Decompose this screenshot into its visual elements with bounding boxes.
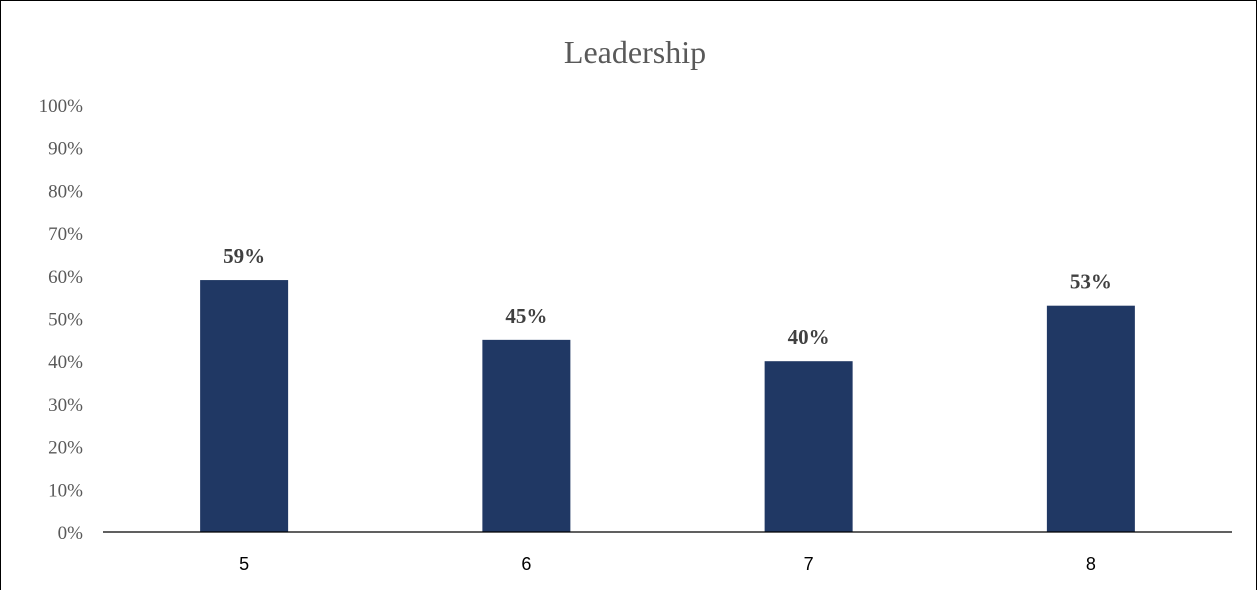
data-labels: 59% 45% 40% 53% bbox=[223, 244, 1112, 349]
x-tick-label: 7 bbox=[804, 554, 814, 574]
x-tick-label: 6 bbox=[521, 554, 531, 574]
bars bbox=[200, 280, 1135, 532]
y-tick-label: 10% bbox=[48, 480, 83, 501]
y-tick-label: 20% bbox=[48, 438, 83, 459]
x-axis: 5 6 7 8 bbox=[103, 531, 1232, 574]
data-label: 45% bbox=[505, 304, 547, 328]
x-tick-label: 8 bbox=[1086, 554, 1096, 574]
y-tick-label: 50% bbox=[48, 310, 83, 331]
y-tick-label: 30% bbox=[48, 395, 83, 416]
y-tick-label: 0% bbox=[58, 523, 84, 544]
x-tick-label: 5 bbox=[239, 554, 249, 574]
bar bbox=[1046, 305, 1135, 532]
bar bbox=[764, 361, 853, 532]
data-label: 53% bbox=[1070, 270, 1112, 294]
y-tick-label: 40% bbox=[48, 352, 83, 373]
chart-title: Leadership bbox=[564, 34, 706, 70]
y-tick-label: 100% bbox=[39, 96, 84, 117]
y-tick-label: 90% bbox=[48, 139, 83, 160]
y-axis: 0% 10% 20% 30% 40% 50% 60% 70% 80% 90% 100% bbox=[39, 96, 84, 544]
y-tick-label: 60% bbox=[48, 267, 83, 288]
y-tick-label: 80% bbox=[48, 181, 83, 202]
data-label: 59% bbox=[223, 244, 265, 268]
y-tick-label: 70% bbox=[48, 224, 83, 245]
bar bbox=[482, 339, 571, 532]
bar bbox=[200, 280, 289, 532]
data-label: 40% bbox=[788, 325, 830, 349]
